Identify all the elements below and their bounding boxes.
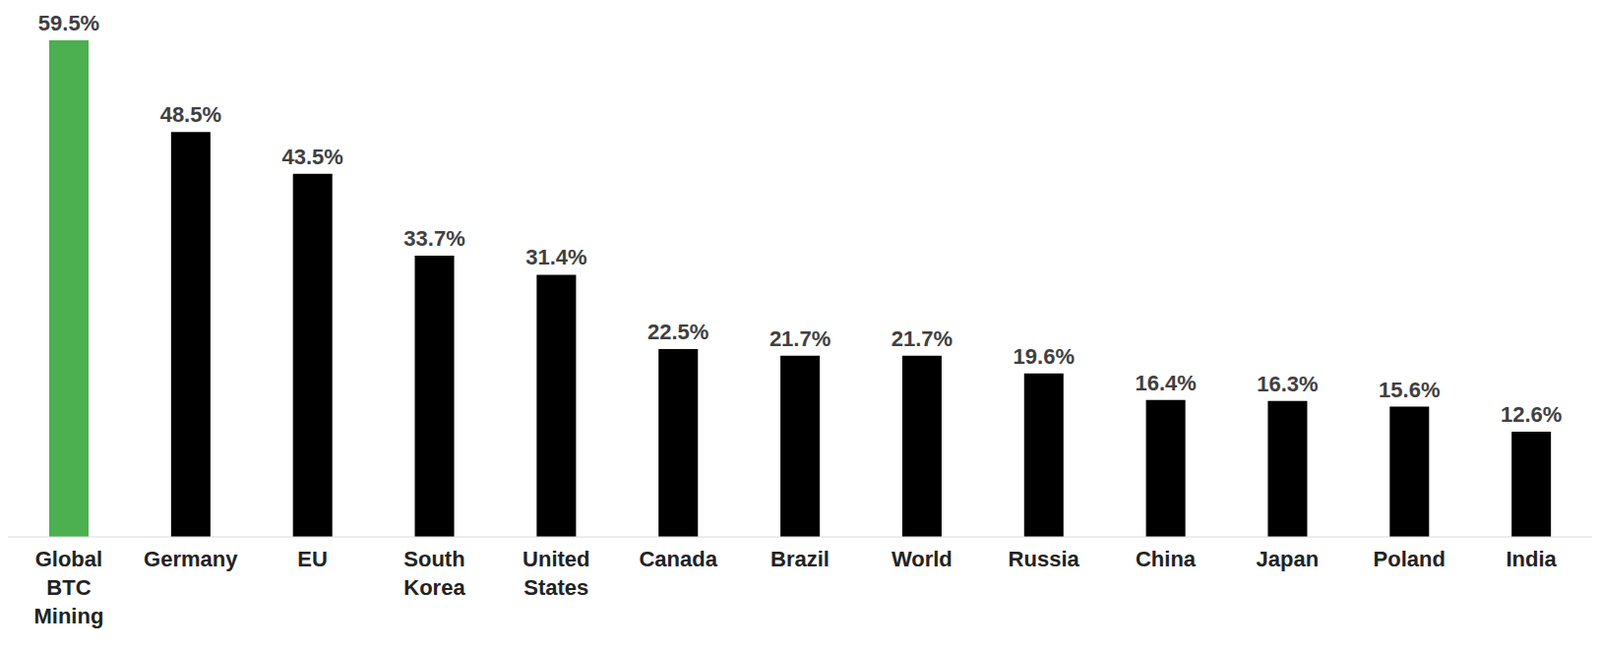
svg-text:Russia: Russia <box>1008 547 1081 572</box>
svg-text:15.6%: 15.6% <box>1378 377 1440 403</box>
svg-text:31.4%: 31.4% <box>525 245 587 270</box>
svg-text:43.5%: 43.5% <box>281 144 343 170</box>
svg-text:48.5%: 48.5% <box>160 102 222 127</box>
svg-text:33.7%: 33.7% <box>403 226 465 251</box>
svg-text:22.5%: 22.5% <box>647 319 709 345</box>
svg-text:21.7%: 21.7% <box>769 326 831 352</box>
svg-text:Brazil: Brazil <box>770 547 830 572</box>
svg-text:GlobalBTCMining: GlobalBTCMining <box>33 547 104 629</box>
svg-text:16.3%: 16.3% <box>1256 371 1318 397</box>
svg-text:16.4%: 16.4% <box>1134 370 1196 396</box>
svg-text:China: China <box>1135 547 1197 572</box>
svg-text:Canada: Canada <box>638 547 718 572</box>
svg-text:59.5%: 59.5% <box>38 10 100 36</box>
svg-text:EU: EU <box>297 547 328 572</box>
svg-text:12.6%: 12.6% <box>1500 402 1562 428</box>
svg-text:India: India <box>1505 547 1557 572</box>
svg-text:19.6%: 19.6% <box>1013 344 1075 370</box>
svg-text:Japan: Japan <box>1256 547 1320 572</box>
svg-text:SouthKorea: SouthKorea <box>403 547 466 601</box>
svg-text:Germany: Germany <box>143 547 239 572</box>
svg-text:UnitedStates: UnitedStates <box>522 547 590 601</box>
svg-text:World: World <box>891 547 953 572</box>
svg-text:Poland: Poland <box>1373 547 1446 572</box>
svg-text:21.7%: 21.7% <box>891 326 953 352</box>
